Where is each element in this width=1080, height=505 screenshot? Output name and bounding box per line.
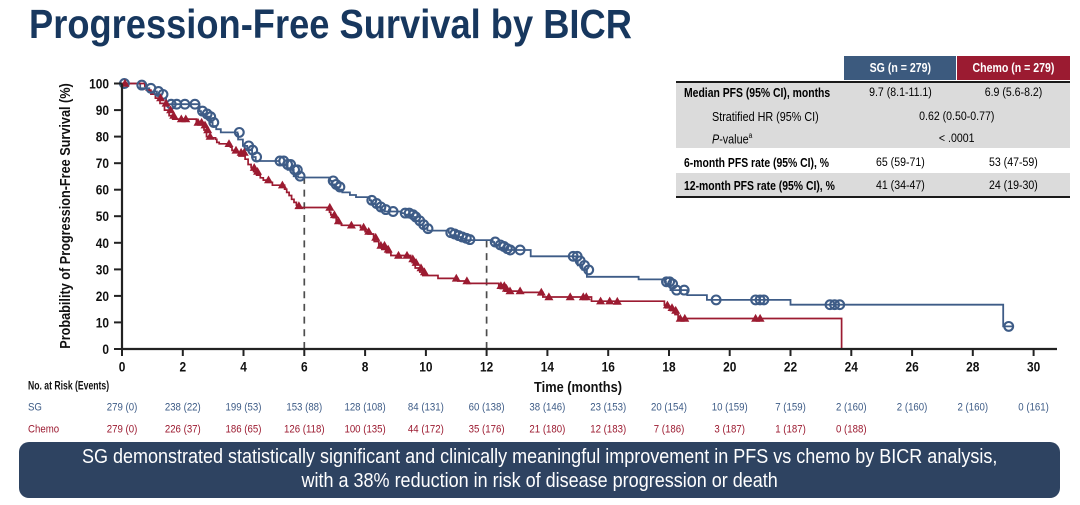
svg-text:20 (154): 20 (154) [651,401,687,414]
svg-text:199 (53): 199 (53) [226,401,262,414]
svg-text:128 (108): 128 (108) [344,401,385,414]
svg-text:26: 26 [905,359,918,375]
svg-text:12: 12 [480,359,493,375]
svg-text:226 (37): 226 (37) [165,423,201,436]
svg-text:238 (22): 238 (22) [165,401,201,414]
svg-text:0: 0 [119,359,126,375]
svg-text:30: 30 [1027,359,1040,375]
svg-text:Time (months): Time (months) [534,378,622,395]
svg-text:2: 2 [179,359,186,375]
svg-text:60: 60 [96,182,109,198]
svg-text:38 (146): 38 (146) [529,401,565,414]
svg-text:21 (180): 21 (180) [529,423,565,436]
svg-text:0: 0 [102,341,109,357]
svg-text:2 (160): 2 (160) [897,401,928,414]
svg-text:279 (0): 279 (0) [107,401,138,414]
svg-text:100: 100 [89,76,109,92]
svg-text:14: 14 [541,359,555,375]
svg-text:100 (135): 100 (135) [344,423,385,436]
svg-text:7 (159): 7 (159) [775,401,806,414]
svg-text:35 (176): 35 (176) [469,423,505,436]
svg-text:80: 80 [96,129,109,145]
svg-text:24: 24 [845,359,859,375]
svg-text:23 (153): 23 (153) [590,401,626,414]
svg-text:279 (0): 279 (0) [107,423,138,436]
svg-text:6: 6 [301,359,308,375]
svg-text:2 (160): 2 (160) [958,401,989,414]
svg-text:3 (187): 3 (187) [714,423,745,436]
svg-text:2 (160): 2 (160) [836,401,867,414]
svg-text:70: 70 [96,155,109,171]
svg-text:0 (161): 0 (161) [1018,401,1049,414]
svg-text:84 (131): 84 (131) [408,401,444,414]
svg-text:12 (183): 12 (183) [590,423,626,436]
svg-text:10: 10 [419,359,432,375]
svg-text:1 (187): 1 (187) [775,423,806,436]
svg-text:20: 20 [96,288,109,304]
svg-text:60 (138): 60 (138) [469,401,505,414]
svg-text:10: 10 [96,314,109,330]
svg-text:20: 20 [723,359,736,375]
svg-text:10 (159): 10 (159) [712,401,748,414]
svg-text:7 (186): 7 (186) [654,423,685,436]
svg-text:22: 22 [784,359,797,375]
svg-text:50: 50 [96,208,109,224]
svg-text:Probability of Progression-Fre: Probability of Progression-Free Survival… [56,83,73,349]
svg-text:Chemo: Chemo [28,423,59,436]
svg-text:0 (188): 0 (188) [836,423,867,436]
svg-text:28: 28 [966,359,979,375]
svg-text:186 (65): 186 (65) [226,423,262,436]
svg-text:18: 18 [662,359,675,375]
svg-text:SG: SG [28,401,42,414]
svg-text:8: 8 [362,359,369,375]
svg-text:126 (118): 126 (118) [284,423,325,436]
svg-text:No. at Risk (Events): No. at Risk (Events) [28,380,109,392]
svg-text:153 (88): 153 (88) [286,401,322,414]
svg-text:40: 40 [96,235,109,251]
svg-text:4: 4 [240,359,247,375]
svg-text:16: 16 [602,359,615,375]
svg-text:30: 30 [96,261,109,277]
svg-text:90: 90 [96,102,109,118]
svg-text:44 (172): 44 (172) [408,423,444,436]
